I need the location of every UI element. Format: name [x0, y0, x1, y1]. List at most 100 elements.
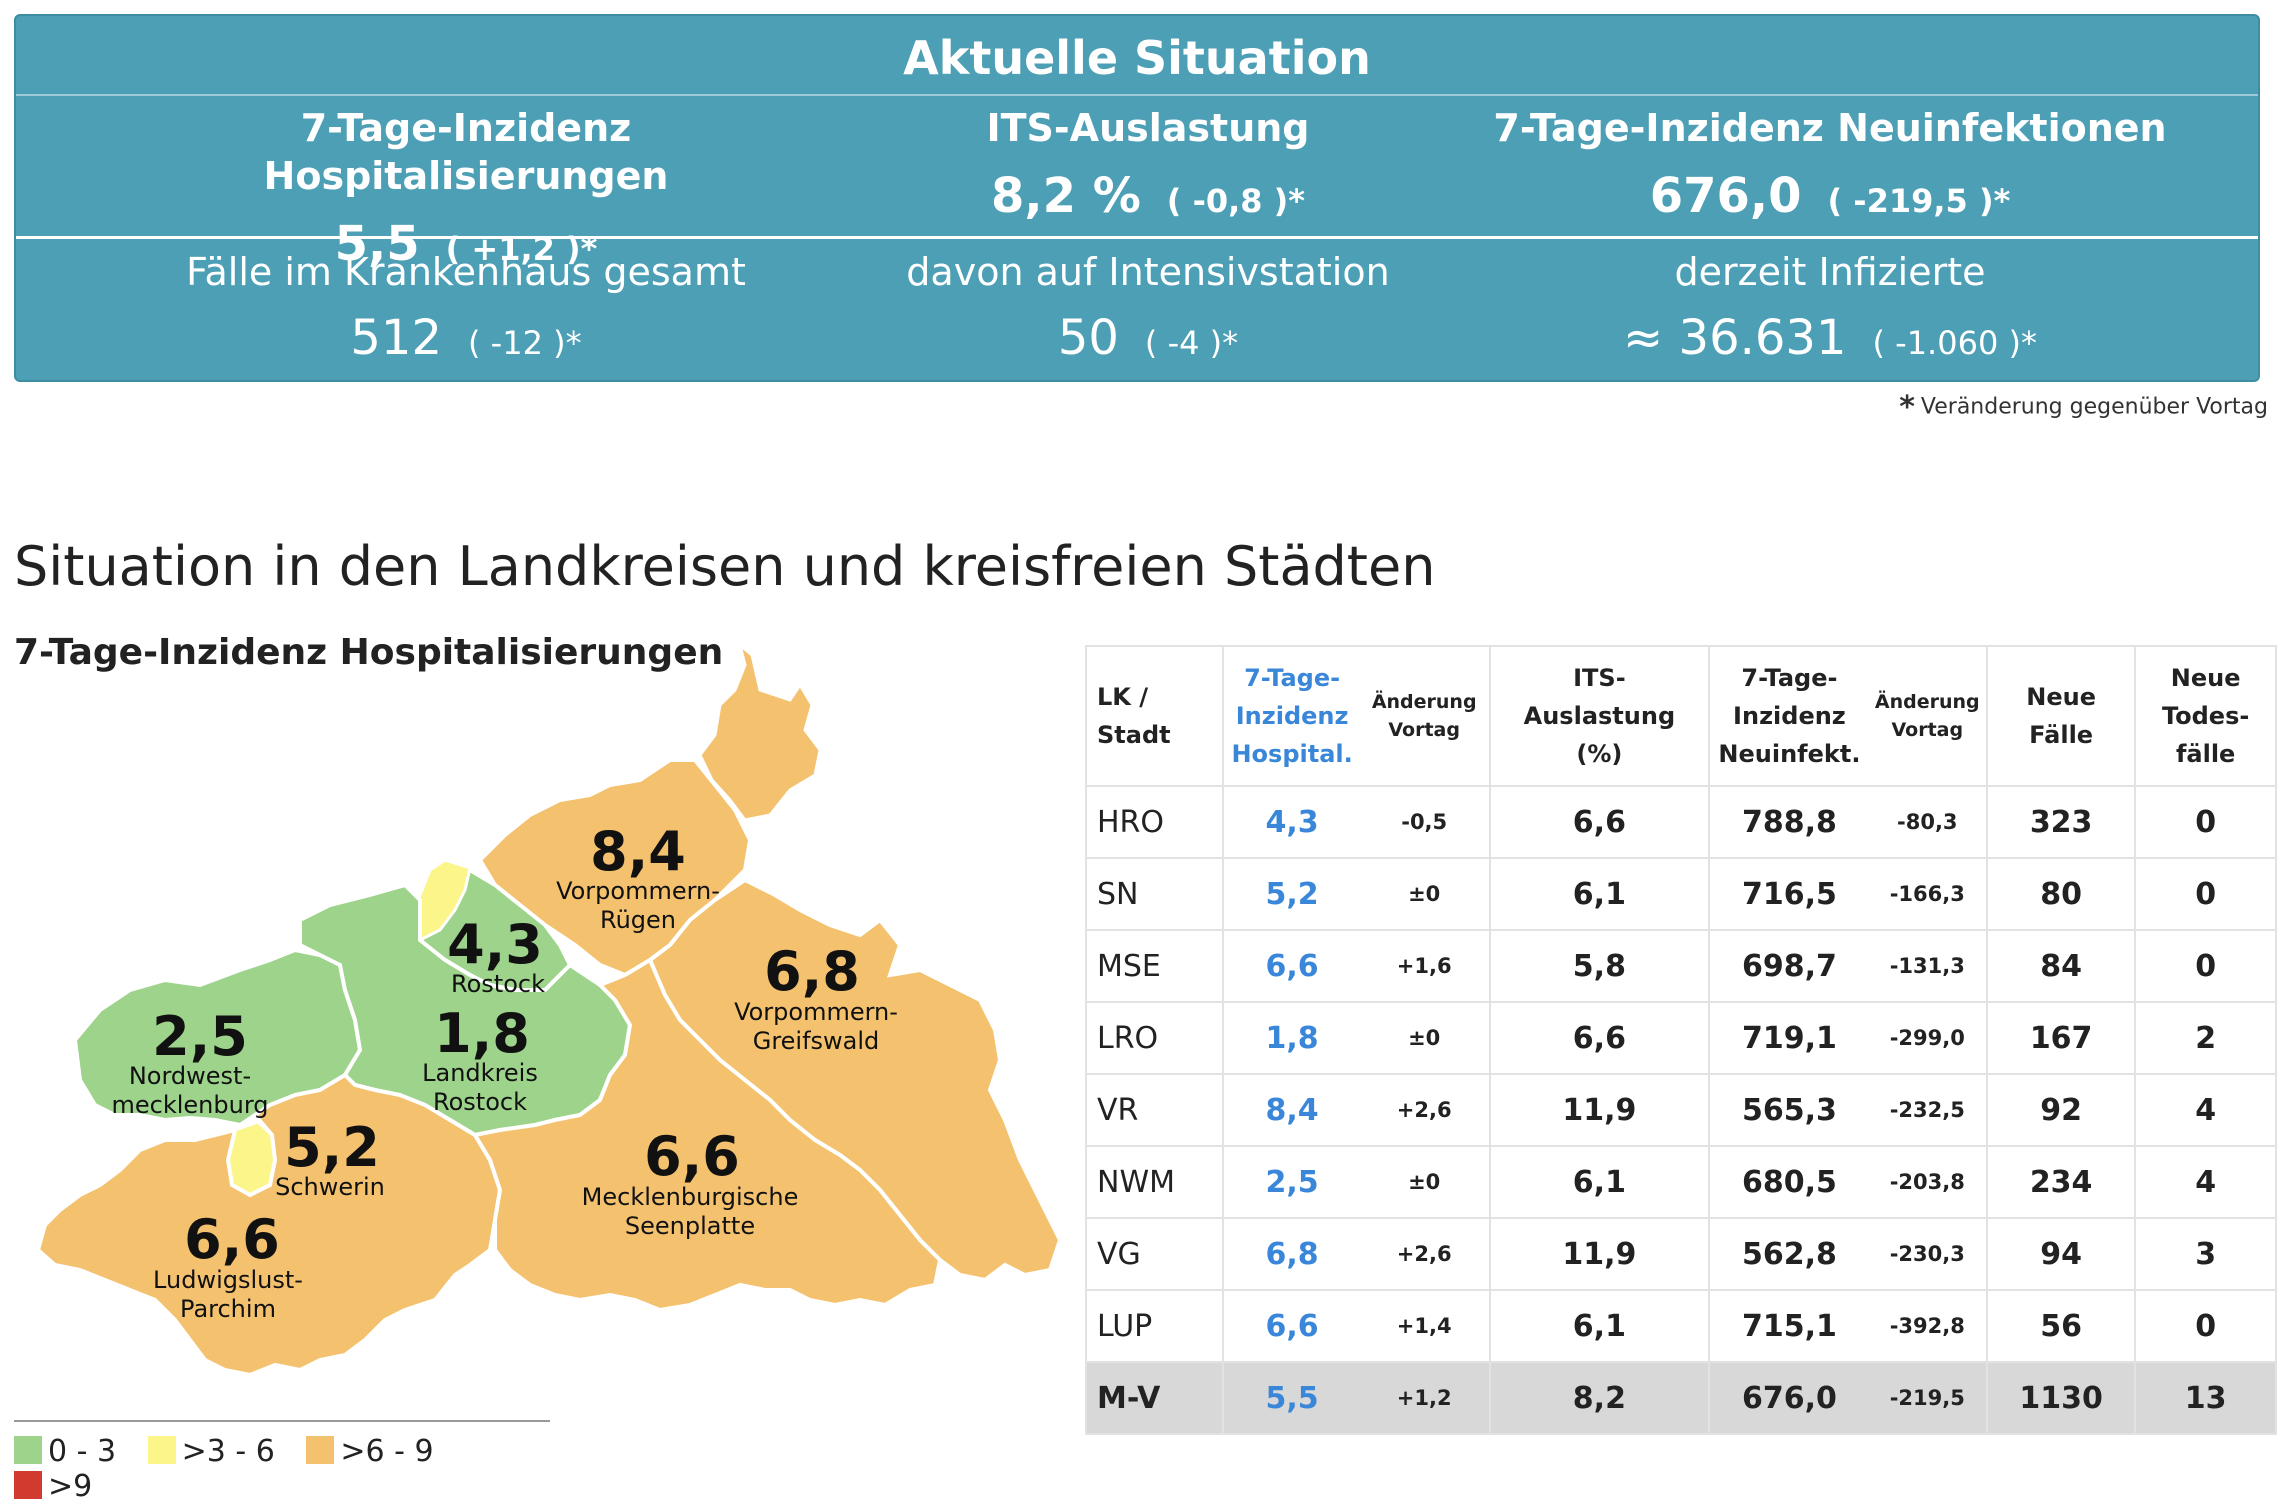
stat-label: Fälle im Krankenhaus gesamt [186, 250, 746, 294]
map-label-value-nordwestmecklenburg: 2,5 [152, 1005, 248, 1068]
table-row: HRO 4,3 -0,5 6,6 788,8 -80,3 323 0 [1084, 785, 2277, 859]
cell-tod: 0 [2134, 785, 2277, 859]
map-label-value-landkreis-rostock: 1,8 [434, 1002, 530, 1065]
cell-neu-change: -232,5 [1868, 1073, 1988, 1147]
cell-neu-change: -80,3 [1868, 785, 1988, 859]
legend-swatch-green [14, 1436, 42, 1464]
footnote: * Veränderung gegenüber Vortag [1899, 390, 2268, 425]
kpi-infection-incidence: 7-Tage-Inzidenz Neuinfektionen 676,0 ( -2… [1490, 104, 2170, 231]
cell-tod: 0 [2134, 1289, 2277, 1363]
legend-item: >6 - 9 [306, 1434, 434, 1469]
cell-hosp: 6,6 [1222, 929, 1360, 1003]
stat-icu-cases: davon auf Intensivstation 50 ( -4 )* [808, 248, 1488, 373]
cell-neu-change: -299,0 [1868, 1001, 1988, 1075]
cell-neu-change: -131,3 [1868, 929, 1988, 1003]
cell-neu: 719,1 [1708, 1001, 1869, 1075]
footnote-star: * [1899, 390, 1915, 425]
district-map: 8,4 Vorpommern- Rügen 4,3 Rostock 6,8 Vo… [35, 640, 1063, 1378]
stat-label: derzeit Infizierte [1674, 250, 1986, 294]
cell-hosp-change: -0,5 [1359, 785, 1491, 859]
map-label-value-rostock: 4,3 [447, 913, 543, 976]
cell-faelle: 167 [1985, 1001, 2137, 1075]
cell-hosp: 6,8 [1222, 1217, 1360, 1291]
kpi-value: 676,0 [1649, 168, 1802, 224]
cell-hosp-change: +2,6 [1359, 1217, 1491, 1291]
col-header-its: ITS- Auslastung (%) [1488, 645, 1711, 787]
cell-tod: 2 [2134, 1001, 2277, 1075]
panel-title: Aktuelle Situation [903, 31, 1371, 85]
cell-its: 6,6 [1488, 785, 1711, 859]
table-row: VR 8,4 +2,6 11,9 565,3 -232,5 92 4 [1084, 1073, 2277, 1147]
cell-its: 11,9 [1488, 1217, 1711, 1291]
cell-neu-change: -166,3 [1868, 857, 1988, 931]
col-header-lk: LK / Stadt [1084, 645, 1225, 787]
kpi-change: ( -219,5 )* [1827, 182, 2011, 220]
map-label-name-vorpommern-greifswald: Vorpommern- [734, 998, 898, 1026]
cell-hosp-change: +1,2 [1359, 1361, 1491, 1435]
map-label-name-landkreis-rostock: Rostock [433, 1088, 527, 1116]
map-label-name-landkreis-rostock: Landkreis [422, 1059, 538, 1087]
stat-label: davon auf Intensivstation [906, 250, 1390, 294]
col-header-neue-faelle: Neue Fälle [1985, 645, 2137, 787]
current-situation-panel: Aktuelle Situation 7-Tage-Inzidenz Hospi… [14, 14, 2260, 382]
cell-lk: NWM [1084, 1145, 1225, 1219]
table-row: LRO 1,8 ±0 6,6 719,1 -299,0 167 2 [1084, 1001, 2277, 1075]
cell-lk: VG [1084, 1217, 1225, 1291]
kpi-its-utilization: ITS-Auslastung 8,2 % ( -0,8 )* [808, 104, 1488, 231]
cell-its: 11,9 [1488, 1073, 1711, 1147]
map-label-value-vorpommern-greifswald: 6,8 [764, 940, 860, 1003]
cell-tod: 0 [2134, 857, 2277, 931]
cell-neu-change: -392,8 [1868, 1289, 1988, 1363]
cell-lk: LRO [1084, 1001, 1225, 1075]
cell-neu: 680,5 [1708, 1145, 1869, 1219]
cell-hosp: 2,5 [1222, 1145, 1360, 1219]
cell-tod: 4 [2134, 1073, 2277, 1147]
legend-item: 0 - 3 [14, 1434, 116, 1469]
stat-value: 512 [350, 310, 443, 366]
cell-faelle: 84 [1985, 929, 2137, 1003]
district-table: LK / Stadt 7-Tage- Inzidenz Hospital. Änder… [1084, 645, 2277, 1435]
map-label-name-nordwestmecklenburg: mecklenburg [111, 1091, 268, 1119]
panel-divider [16, 94, 2258, 96]
cell-hosp: 6,6 [1222, 1289, 1360, 1363]
cell-its: 6,1 [1488, 1289, 1711, 1363]
cell-faelle: 92 [1985, 1073, 2137, 1147]
kpi-value: 5,5 [334, 216, 420, 272]
map-label-value-ludwigslust-parchim: 6,6 [184, 1208, 280, 1271]
map-region-mecklenburgische-seenplatte[interactable] [471, 957, 943, 1313]
cell-neu: 676,0 [1708, 1361, 1869, 1435]
map-label-name-vorpommern-ruegen: Rügen [600, 906, 676, 934]
cell-neu-change: -203,8 [1868, 1145, 1988, 1219]
map-label-value-mecklenburgische-seenplatte: 6,6 [644, 1125, 740, 1188]
map-label-name-nordwestmecklenburg: Nordwest- [129, 1062, 251, 1090]
map-label-value-schwerin: 5,2 [284, 1116, 380, 1179]
legend-item: >3 - 6 [147, 1434, 275, 1469]
map-label-name-vorpommern-ruegen: Vorpommern- [556, 877, 720, 905]
table-header-row: LK / Stadt 7-Tage- Inzidenz Hospital. Änder… [1084, 645, 2277, 787]
col-header-hosp[interactable]: 7-Tage- Inzidenz Hospital. [1222, 645, 1360, 787]
cell-lk: SN [1084, 857, 1225, 931]
legend-label: >9 [48, 1469, 93, 1504]
kpi-label: 7-Tage-Inzidenz Hospitalisierungen [263, 106, 669, 198]
cell-hosp: 8,4 [1222, 1073, 1360, 1147]
cell-lk: HRO [1084, 785, 1225, 859]
map-label-name-ludwigslust-parchim: Parchim [180, 1295, 276, 1323]
legend-label: >6 - 9 [340, 1434, 434, 1469]
map-region-vorpommern-ruegen[interactable] [477, 758, 753, 978]
cell-hosp-change: ±0 [1359, 1145, 1491, 1219]
cell-faelle: 56 [1985, 1289, 2137, 1363]
legend-item: >9 [14, 1469, 92, 1504]
kpi-label: ITS-Auslastung [986, 106, 1310, 150]
cell-neu: 562,8 [1708, 1217, 1869, 1291]
kpi-value: 8,2 % [990, 168, 1141, 224]
map-label-name-rostock: Rostock [451, 970, 545, 998]
map-region-ludwigslust-parchim[interactable] [35, 1072, 503, 1378]
cell-faelle: 323 [1985, 785, 2137, 859]
stat-hospital-cases: Fälle im Krankenhaus gesamt 512 ( -12 )* [126, 248, 806, 373]
map-region-lagoon [900, 940, 960, 980]
cell-its: 5,8 [1488, 929, 1711, 1003]
map-label-name-mecklenburgische-seenplatte: Seenplatte [625, 1212, 755, 1240]
cell-hosp: 5,5 [1222, 1361, 1360, 1435]
cell-its: 8,2 [1488, 1361, 1711, 1435]
legend-label: >3 - 6 [181, 1434, 275, 1469]
